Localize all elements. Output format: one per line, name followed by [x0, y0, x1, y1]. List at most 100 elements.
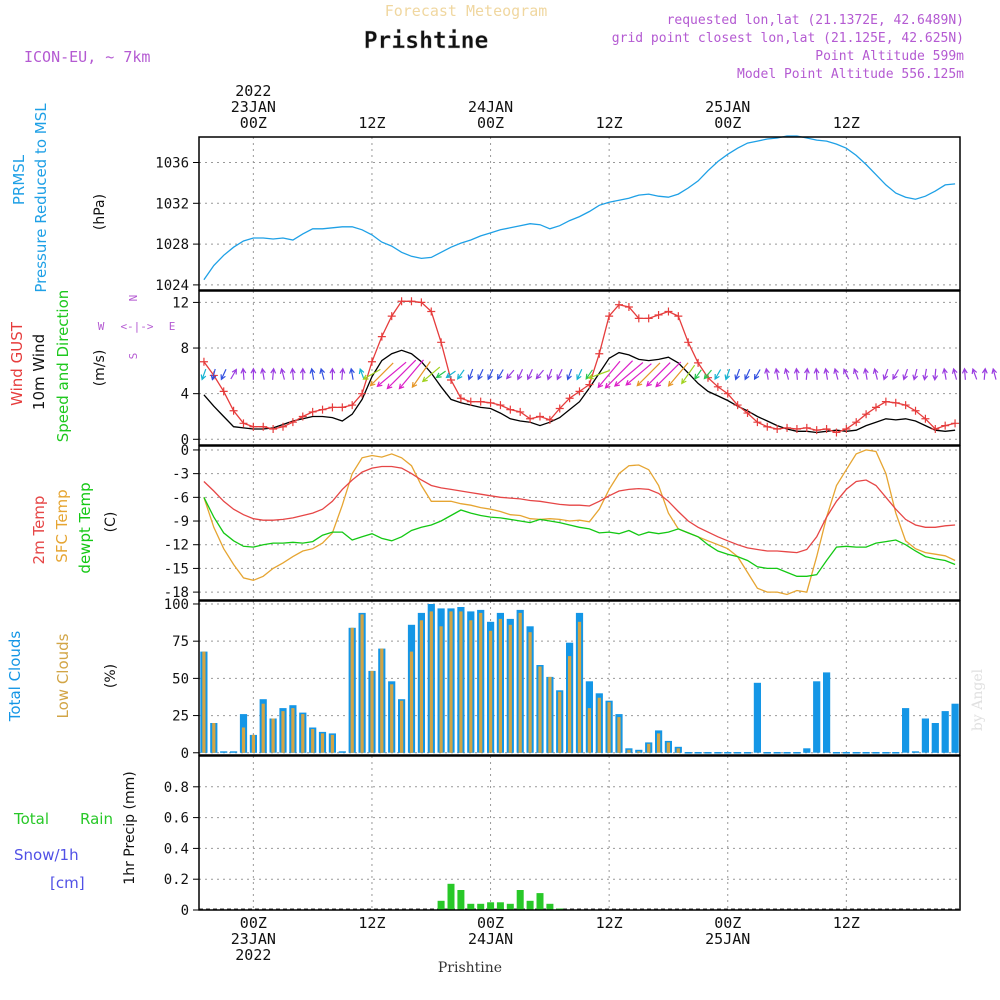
gust-marker — [812, 426, 821, 435]
gust-marker — [911, 406, 920, 415]
gust-marker — [387, 312, 396, 321]
wind-direction-arrow — [604, 360, 634, 389]
y-tick-label: 25 — [172, 709, 189, 725]
temperature-grid — [199, 446, 960, 600]
sfc-temp-line — [203, 449, 956, 596]
top-time-label: 12Z — [833, 114, 860, 132]
gust-marker — [871, 403, 880, 412]
gust-marker — [842, 425, 851, 434]
total-cloud-bar — [931, 723, 939, 753]
wind-direction-arrow — [210, 368, 217, 381]
gust-marker — [506, 405, 515, 414]
wind-direction-arrow — [793, 367, 800, 380]
wind-direction-arrow — [566, 368, 573, 381]
wind-direction-arrow — [270, 367, 277, 380]
low-clouds-label: Low Clouds — [54, 633, 72, 718]
gust-marker — [545, 415, 554, 424]
wind-panel: Wind GUST 10m Wind Speed and Direction (… — [8, 290, 998, 448]
gust-marker — [288, 418, 297, 427]
wind-direction-arrow — [833, 367, 839, 380]
wind-direction-arrow — [240, 367, 247, 380]
wind-10m-label: 10m Wind — [30, 334, 48, 410]
gust-marker — [595, 349, 604, 358]
rain-bar — [506, 903, 514, 910]
snow-label: Snow/1h — [14, 846, 79, 864]
wind-direction-arrow — [398, 359, 424, 390]
gust-marker — [199, 357, 208, 366]
wind-direction-arrow — [813, 367, 820, 380]
gust-marker — [219, 387, 228, 396]
low-cloud-bar — [479, 612, 483, 753]
low-cloud-bar — [597, 697, 601, 753]
total-cloud-bar — [230, 751, 238, 753]
low-cloud-bar — [330, 734, 334, 753]
wind-grid — [199, 291, 960, 445]
gust-marker — [792, 425, 801, 434]
y-tick-label: -15 — [164, 561, 189, 577]
low-cloud-bar — [380, 648, 384, 753]
gust-marker — [516, 407, 525, 416]
wind-gust-line — [203, 300, 956, 434]
gust-marker — [279, 422, 288, 431]
low-cloud-bar — [459, 611, 463, 753]
wind-direction-arrow — [200, 368, 207, 381]
gust-marker — [377, 332, 386, 341]
total-cloud-bar — [220, 751, 228, 753]
gust-marker — [605, 312, 614, 321]
rain-bar — [516, 890, 524, 910]
gust-marker — [476, 397, 485, 406]
temp-unit: (C) — [103, 512, 119, 533]
wind-direction-arrow — [724, 368, 731, 381]
total-cloud-bar — [803, 748, 811, 753]
wind-direction-arrow — [922, 368, 929, 381]
total-cloud-bar — [921, 718, 929, 753]
rain-bar — [526, 900, 534, 910]
wind-direction-arrow — [376, 361, 407, 388]
wind-direction-arrow — [411, 361, 431, 389]
y-tick-label: 12 — [172, 295, 189, 311]
temperature-y-ticks: -18 -15 -12 -9 -6 -3 0 — [164, 443, 199, 601]
low-cloud-bar — [489, 630, 493, 753]
temp2m-line — [203, 465, 956, 554]
wind-direction-arrow — [456, 369, 465, 380]
y-tick-label: 1024 — [155, 278, 189, 294]
bottom-time-label: 25JAN — [705, 930, 750, 948]
temperature-panel: 2m Temp SFC Temp dewpt Temp (C) -18-15-1… — [30, 443, 960, 601]
y-tick-label: -3 — [172, 467, 189, 483]
compass-e: E — [169, 320, 176, 333]
wind-direction-arrow — [487, 369, 494, 381]
rain-bar — [487, 902, 495, 910]
meteogram-subtitle: Forecast Meteogram — [385, 2, 548, 20]
gust-marker — [249, 422, 258, 431]
model-point-altitude: Model Point Altitude 556.125m — [737, 67, 964, 82]
gust-marker — [862, 410, 871, 419]
y-tick-label: 0 — [181, 443, 189, 459]
wind-direction-arrow — [853, 367, 859, 380]
gust-marker — [397, 297, 406, 306]
low-cloud-bar — [676, 748, 680, 753]
gust-marker — [298, 412, 307, 421]
low-cloud-bar — [548, 676, 552, 753]
rain-bar — [437, 900, 445, 910]
low-cloud-bar — [568, 656, 572, 753]
y-tick-label: -9 — [172, 514, 189, 530]
rain-bar — [546, 903, 554, 910]
y-tick-label: -12 — [164, 538, 189, 554]
gust-marker — [832, 428, 841, 437]
panel-frame-1 — [198, 136, 961, 291]
wind-direction-arrow — [299, 367, 306, 380]
rain-bar — [536, 893, 544, 910]
wind-direction-arrow — [220, 369, 227, 381]
prmsl-label: PRMSL — [10, 154, 28, 205]
gust-marker — [456, 394, 465, 403]
wind-gust-markers — [199, 297, 960, 437]
footer-location: Prishtine — [438, 960, 502, 976]
wind-direction-arrow — [764, 367, 770, 380]
wind-gust-label: Wind GUST — [8, 321, 26, 406]
compass-s: S — [127, 353, 140, 360]
gust-marker — [318, 405, 327, 414]
clouds-y-ticks: 0 25 50 75 100 — [164, 597, 199, 762]
gust-marker — [713, 382, 722, 391]
low-cloud-bar — [657, 733, 661, 753]
gust-marker — [921, 414, 930, 423]
